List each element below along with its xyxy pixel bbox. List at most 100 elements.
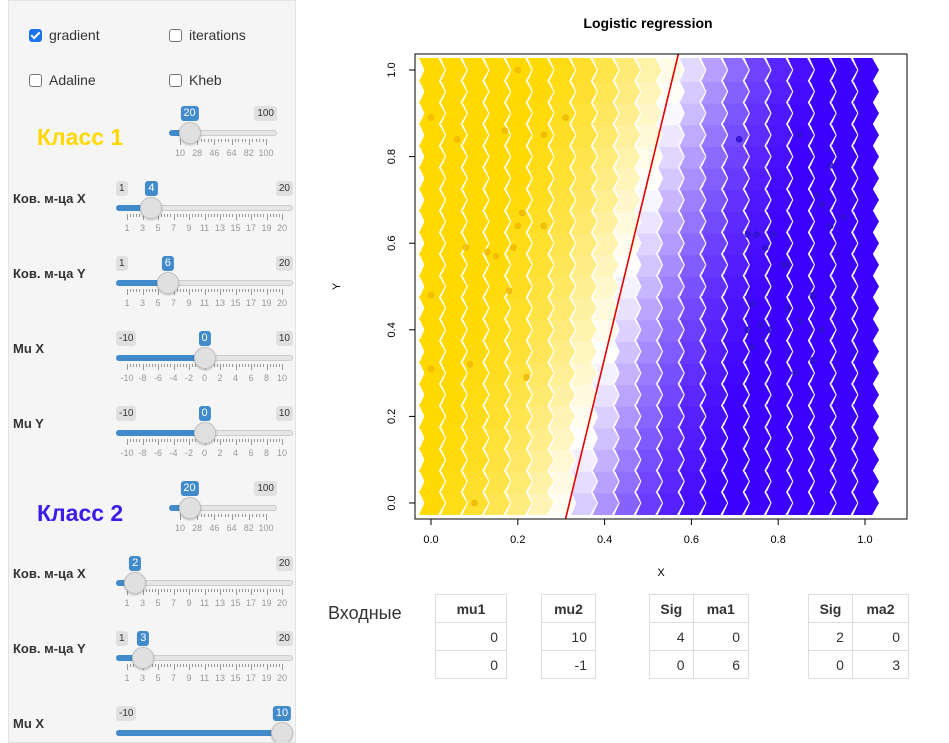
probability-tile — [549, 447, 576, 472]
slider-tick — [229, 439, 231, 442]
data-point — [818, 200, 825, 208]
slider-tick-label: 17 — [245, 598, 257, 608]
slider-grid: 1 3 5 7 9 11 13 15 17 19 20 — [116, 589, 293, 611]
slider-handle[interactable] — [140, 197, 163, 219]
class2-count-slider[interactable]: 100 20 10 28 46 64 82 100 — [169, 481, 277, 537]
probability-tile — [505, 252, 532, 277]
table-cell: 0 — [851, 622, 910, 651]
probability-tile — [419, 58, 445, 82]
probability-tile — [462, 144, 489, 169]
slider-tick — [266, 289, 268, 295]
table-cell: 4 — [649, 622, 694, 651]
data-point — [466, 361, 474, 368]
class2-cov-y-slider[interactable]: 1 20 3 1 3 5 7 9 11 13 15 17 19 20 — [116, 631, 293, 687]
probability-tile — [853, 166, 879, 191]
gradient-checkbox-box[interactable] — [29, 28, 42, 42]
probability-tile — [592, 426, 619, 451]
slider-handle[interactable] — [193, 422, 216, 444]
class1-count-slider[interactable]: 100 20 10 28 46 64 82 100 — [169, 106, 277, 162]
probability-tile — [505, 144, 532, 169]
probability-tile — [787, 274, 814, 299]
table-row: 0 — [435, 650, 507, 679]
probability-tile — [440, 274, 467, 299]
slider-tick — [127, 289, 128, 295]
class1-mu-x-slider[interactable]: -10 10 0 -10 -8 -6 -4 -2 0 2 4 6 8 10 — [116, 331, 293, 387]
data-point — [427, 291, 435, 299]
slider-tick — [241, 664, 243, 667]
probability-tile — [679, 404, 706, 429]
slider-tick — [263, 664, 265, 667]
slider-tick-label: 15 — [230, 673, 241, 683]
class1-cov-x-slider[interactable]: 1 20 4 1 3 5 7 9 11 13 15 17 19 20 — [116, 181, 293, 237]
slider-tick — [260, 664, 262, 667]
slider-tick — [200, 139, 202, 142]
probability-tile — [549, 296, 576, 321]
probability-tile — [592, 491, 619, 515]
probability-tile — [831, 317, 858, 342]
slider-tick — [127, 214, 128, 220]
class2-mu-x-slider[interactable]: -10 10 — [116, 706, 293, 742]
probability-tile — [831, 447, 858, 472]
probability-tile — [462, 101, 489, 126]
iterations-checkbox[interactable]: iterations — [169, 27, 246, 43]
probability-tile — [570, 404, 597, 429]
slider-tick-label: 13 — [214, 673, 226, 683]
slider-tick — [151, 664, 153, 667]
probability-tile — [614, 187, 641, 212]
slider-tick — [244, 289, 246, 292]
probability-tile — [787, 252, 814, 277]
slider-tick-label: 10 — [174, 148, 186, 158]
slider-handle[interactable] — [193, 347, 216, 369]
class2-mu-x-label: Mu X — [13, 716, 45, 731]
probability-tile — [484, 231, 511, 256]
slider-tick — [235, 289, 237, 295]
class2-cov-x-slider[interactable]: 20 2 1 3 5 7 9 11 13 15 17 19 20 — [116, 556, 293, 612]
data-point — [826, 161, 834, 169]
probability-tile — [462, 187, 489, 212]
table-header-row: Sig ma2 — [808, 594, 910, 623]
class1-cov-y-slider[interactable]: 1 20 6 1 3 5 7 9 11 13 15 17 19 20 — [116, 256, 293, 312]
table-header-cell: ma2 — [851, 594, 910, 623]
slider-tick-label: 100 — [258, 148, 274, 158]
decision-boundary-line — [564, 53, 680, 520]
adaline-checkbox-box[interactable] — [29, 73, 42, 87]
probability-tile — [701, 187, 728, 212]
probability-tile — [419, 426, 445, 451]
iterations-checkbox-box[interactable] — [169, 28, 182, 42]
adaline-checkbox[interactable]: Adaline — [29, 72, 96, 88]
slider-tick — [224, 139, 226, 142]
slider-tick — [179, 214, 181, 217]
probability-tile — [440, 426, 467, 451]
slider-handle[interactable] — [178, 122, 201, 144]
probability-tile — [744, 382, 771, 407]
slider-handle[interactable] — [132, 647, 155, 669]
class1-mu-y-slider[interactable]: -10 10 0 -10 -8 -6 -4 -2 0 2 4 6 8 10 — [116, 406, 293, 462]
kheb-checkbox[interactable]: Kheb — [169, 72, 222, 88]
slider-tick — [127, 589, 128, 595]
slider-tick — [235, 214, 237, 220]
probability-tile — [744, 252, 771, 277]
probability-tile — [440, 209, 467, 234]
y-tick-label: 0.4 — [386, 322, 398, 337]
slider-handle[interactable] — [124, 572, 147, 594]
probability-tile — [766, 361, 793, 386]
slider-handle[interactable] — [271, 722, 293, 742]
slider-tick — [173, 214, 175, 220]
probability-tile — [592, 166, 619, 191]
slider-tick — [248, 514, 250, 520]
slider-handle[interactable] — [156, 272, 179, 294]
probability-tile — [831, 144, 858, 169]
slider-tick — [145, 439, 147, 442]
gradient-checkbox[interactable]: gradient — [29, 27, 100, 43]
slider-tick — [176, 439, 178, 442]
slider-handle[interactable] — [178, 497, 201, 519]
probability-tile — [701, 58, 728, 82]
probability-tile — [679, 447, 706, 472]
probability-tile — [679, 101, 706, 126]
slider-tick — [223, 439, 225, 442]
probability-tile — [505, 79, 532, 104]
class1-cov-x-label: Ков. м-ца X — [13, 191, 86, 206]
kheb-checkbox-box[interactable] — [169, 73, 182, 87]
slider-tick — [130, 214, 132, 217]
slider-tick — [179, 439, 181, 442]
